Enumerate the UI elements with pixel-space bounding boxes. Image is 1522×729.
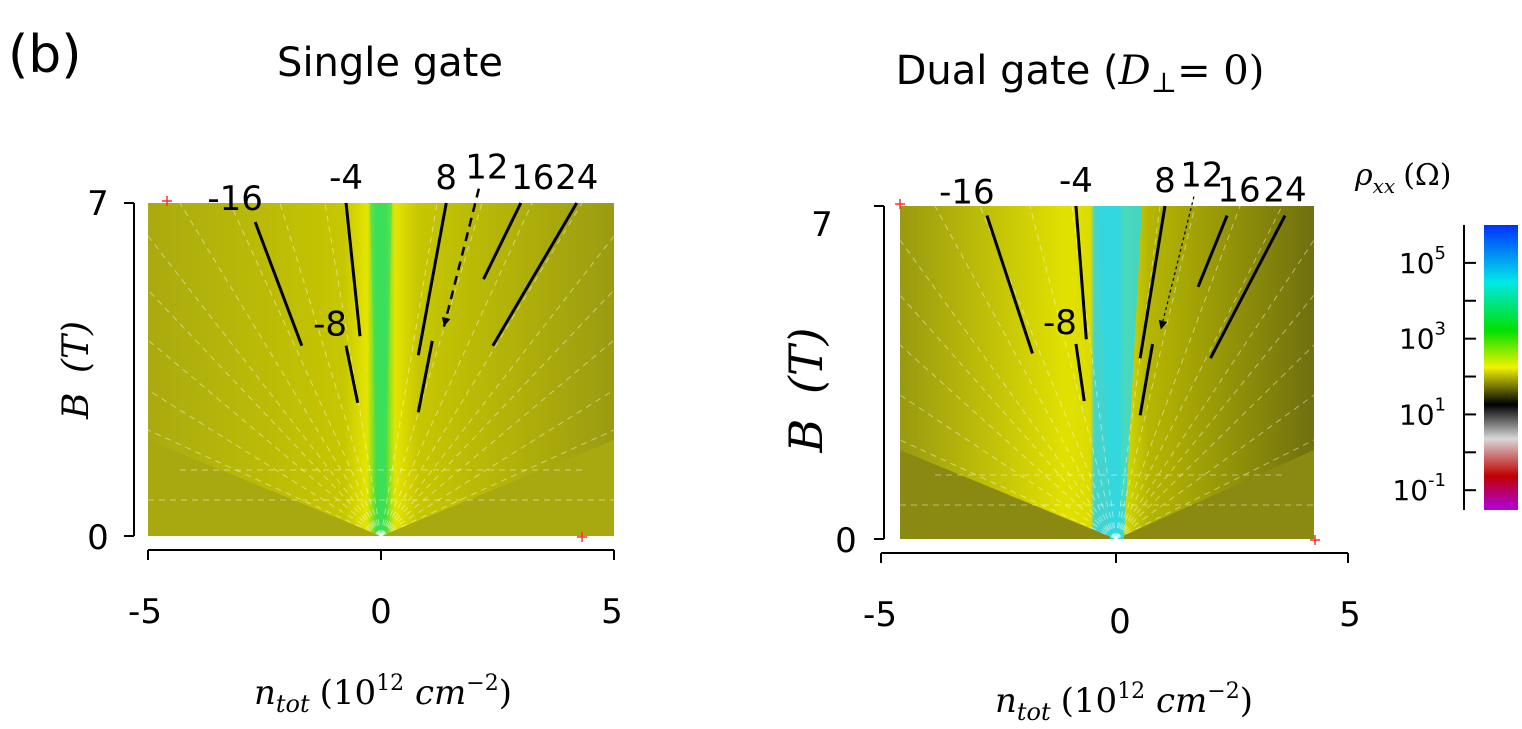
colorbar: ρxx (Ω) 105 103 101 10-1 [1354, 158, 1518, 510]
filling-factor-line-24-7 [1209, 214, 1287, 359]
panel-2-center-band [1098, 206, 1142, 539]
colorbar-tick-label: 101 [1399, 394, 1446, 431]
filling-factor-line-neg16-0 [253, 221, 304, 347]
filling-factor-label-neg16: -16 [207, 179, 263, 219]
panel-2-ytick-7: 7 [811, 205, 833, 245]
panel-1-markers [162, 196, 587, 542]
colorbar-gradient [1484, 225, 1518, 510]
panel-1-title: Single gate [277, 40, 503, 86]
filling-factor-line-8-4 [416, 340, 434, 413]
filling-factor-line-neg8-2 [344, 345, 360, 404]
colorbar-tick-label: 103 [1399, 319, 1446, 356]
panel-2-ylabel: B (T) [779, 327, 833, 453]
panel-1-filling-factors: -16 -4 -8 8 12 16 24 [207, 148, 598, 413]
filling-factor-label-8: 8 [435, 158, 457, 198]
filling-factor-line-8-3 [416, 202, 448, 356]
filling-factor-label-8: 8 [1154, 161, 1176, 201]
filling-factor-line-8-3 [1138, 205, 1167, 359]
panel-2-xtick-5: 5 [1339, 595, 1361, 635]
panel-single-gate: Single gate -16 -4 -8 8 12 16 24 7 0 -5 0 [56, 40, 623, 718]
filling-factor-arrowhead-12 [1158, 319, 1168, 330]
filling-factor-line-neg4-1 [1074, 205, 1088, 340]
panel-1-ytick-7: 7 [87, 184, 109, 224]
panel-1-center-band [370, 203, 392, 536]
filling-factor-line-12-5 [1160, 196, 1195, 330]
filling-factor-label-24: 24 [555, 158, 598, 198]
filling-factor-label-16: 16 [1217, 171, 1260, 211]
filling-factor-label-neg4: -4 [1059, 161, 1093, 201]
filling-factor-label-24: 24 [1263, 171, 1306, 211]
panel-2-title: Dual gate (D⊥= 0) [896, 48, 1265, 99]
panel-1-xlabel: ntot (1012 cm−2) [254, 671, 512, 718]
panel-1-xtick-neg5: -5 [128, 592, 162, 632]
filling-factor-line-16-6 [1196, 214, 1229, 288]
panel-1-ylabel: B (T) [56, 321, 97, 420]
filling-factor-label-12: 12 [465, 148, 508, 188]
filling-factor-line-neg8-2 [1074, 343, 1086, 402]
filling-factor-label-neg16: -16 [939, 173, 995, 213]
colorbar-tick-label: 10-1 [1392, 470, 1446, 507]
colorbar-tick-label: 105 [1399, 243, 1446, 280]
panel-1-landau-fan [147, 202, 615, 537]
filling-factor-line-neg16-0 [985, 215, 1034, 354]
filling-factor-line-24-7 [491, 202, 579, 347]
panel-1-xtick-5: 5 [601, 592, 623, 632]
panel-1-xtick-0: 0 [370, 592, 392, 632]
panel-2-xtick-neg5: -5 [863, 595, 897, 635]
filling-factor-line-12-5 [442, 188, 481, 327]
filling-factor-label-16: 16 [511, 158, 554, 198]
filling-factor-line-neg4-1 [344, 202, 362, 337]
filling-factor-label-neg4: -4 [329, 158, 363, 198]
colorbar-ticks: 105 103 101 10-1 [1392, 243, 1476, 507]
panel-label: (b) [8, 25, 82, 85]
filling-factor-label-neg8: -8 [1043, 303, 1077, 343]
panel-2-ytick-0: 0 [835, 521, 857, 561]
panel-2-xtick-0: 0 [1109, 602, 1131, 642]
filling-factor-label-12: 12 [1180, 155, 1223, 195]
filling-factor-label-neg8: -8 [313, 305, 347, 345]
filling-factor-line-16-6 [482, 202, 523, 280]
colorbar-label: ρxx (Ω) [1354, 158, 1451, 198]
filling-factor-line-8-4 [1138, 343, 1155, 416]
panel-2-markers [895, 199, 1320, 545]
filling-factor-arrowhead-12 [441, 316, 451, 327]
panel-2-xlabel: ntot (1012 cm−2) [995, 679, 1253, 726]
panel-2-landau-fan [899, 205, 1315, 540]
panel-1-ytick-0: 0 [87, 518, 109, 558]
